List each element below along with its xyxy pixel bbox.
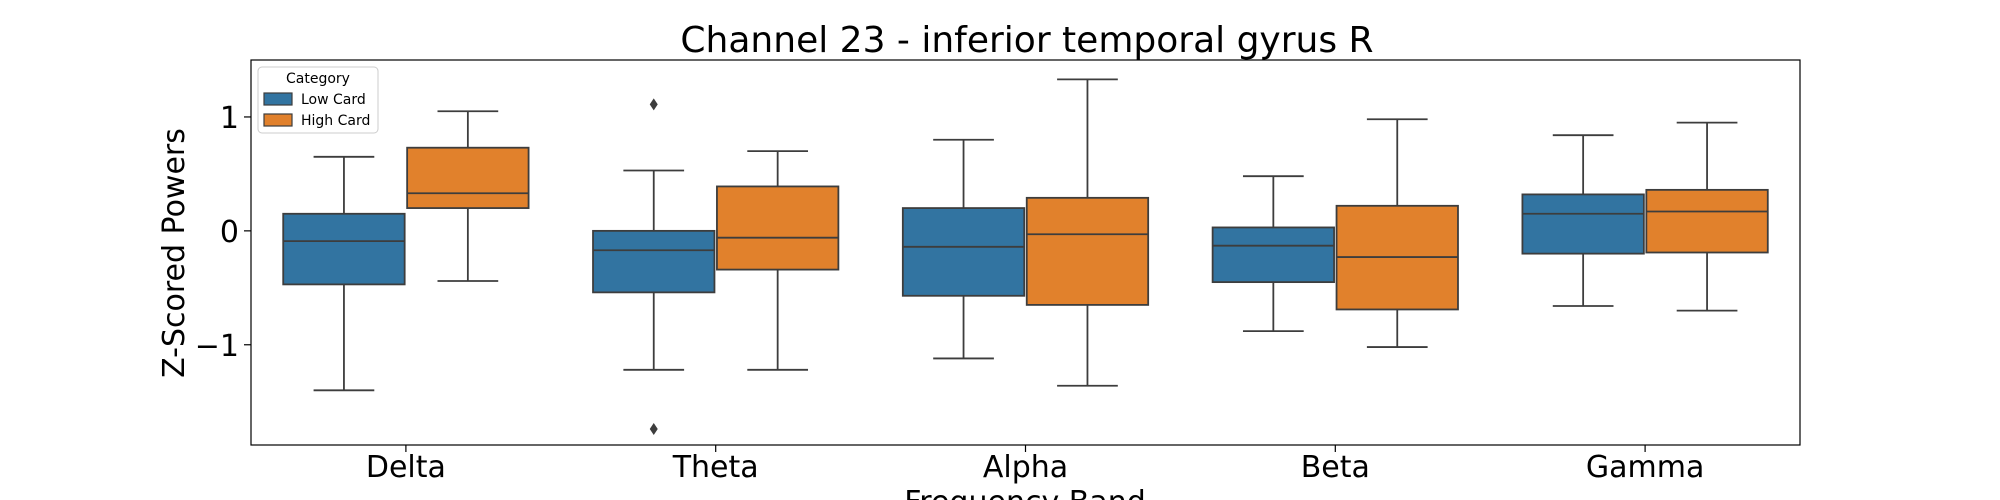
- outlier-point: [649, 423, 658, 436]
- box-iqr: [282, 212, 406, 286]
- x-axis-ticks: Delta Theta Alpha Beta Gamma: [366, 445, 1704, 485]
- box-iqr: [1521, 193, 1645, 255]
- x-tick-label-alpha: Alpha: [983, 450, 1068, 485]
- legend: Category Low Card High Card: [257, 66, 379, 134]
- x-tick-label-beta: Beta: [1301, 450, 1370, 485]
- box-alpha-high-card: [1025, 78, 1150, 387]
- box-alpha-low-card: [901, 138, 1026, 360]
- box-iqr: [1211, 226, 1335, 284]
- box-iqr: [716, 185, 840, 271]
- x-axis-label: Frequency Band: [904, 485, 1146, 500]
- box-theta-low-card: [592, 98, 716, 436]
- boxes-group: [282, 78, 1769, 436]
- y-tick-label: 1: [220, 101, 239, 136]
- x-tick-label-delta: Delta: [366, 450, 446, 485]
- box-iqr: [1025, 196, 1150, 306]
- box-iqr: [592, 229, 716, 294]
- legend-label: Low Card: [301, 92, 366, 108]
- box-theta-high-card: [716, 150, 840, 371]
- legend-label: High Card: [301, 113, 370, 129]
- x-tick-label-theta: Theta: [672, 450, 759, 485]
- y-tick-label: 0: [220, 215, 239, 250]
- box-beta-low-card: [1211, 175, 1335, 332]
- legend-items: Low Card High Card: [263, 92, 370, 129]
- y-tick-label: −1: [195, 329, 239, 364]
- outlier-point: [649, 98, 658, 111]
- box-iqr: [406, 146, 530, 209]
- box-delta-high-card: [406, 110, 530, 282]
- box-iqr: [1645, 188, 1769, 254]
- box-gamma-high-card: [1645, 121, 1769, 312]
- chart-title: Channel 23 - inferior temporal gyrus R: [680, 20, 1373, 61]
- legend-title: Category: [286, 71, 350, 87]
- x-tick-label-gamma: Gamma: [1586, 450, 1704, 485]
- legend-swatch: [263, 113, 293, 127]
- y-axis-ticks: 1 0 −1: [195, 101, 251, 364]
- legend-swatch: [263, 92, 293, 106]
- box-beta-high-card: [1335, 118, 1459, 348]
- box-delta-low-card: [282, 155, 406, 392]
- box-gamma-low-card: [1521, 134, 1645, 307]
- box-iqr: [901, 207, 1026, 297]
- y-axis-label: Z-Scored Powers: [157, 128, 192, 378]
